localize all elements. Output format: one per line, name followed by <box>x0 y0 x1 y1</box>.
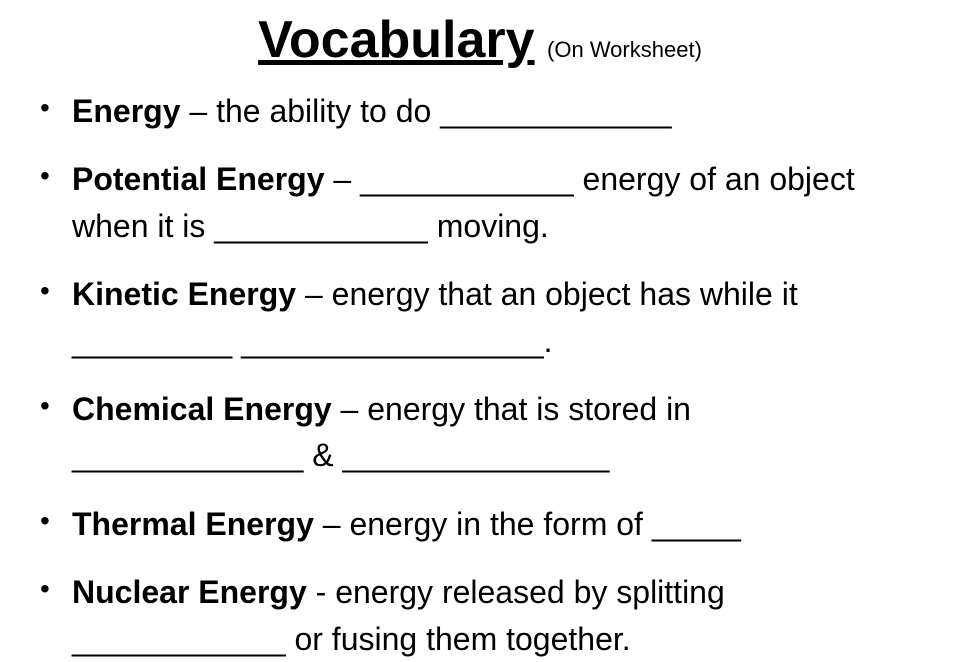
term: Kinetic Energy <box>72 276 296 312</box>
term: Energy <box>72 93 180 129</box>
page-subtitle: (On Worksheet) <box>547 37 702 62</box>
list-item: Potential Energy – ____________ energy o… <box>66 156 930 249</box>
definition: – energy in the form of _____ <box>314 506 741 542</box>
definition: – the ability to do _____________ <box>180 93 671 129</box>
term: Potential Energy <box>72 161 325 197</box>
term: Chemical Energy <box>72 391 332 427</box>
vocab-list: Energy – the ability to do _____________… <box>30 88 930 662</box>
term: Nuclear Energy <box>72 574 307 610</box>
list-item: Energy – the ability to do _____________ <box>66 88 930 134</box>
list-item: Nuclear Energy - energy released by spli… <box>66 569 930 662</box>
list-item: Kinetic Energy – energy that an object h… <box>66 271 930 364</box>
term: Thermal Energy <box>72 506 314 542</box>
title-row: Vocabulary (On Worksheet) <box>30 10 930 70</box>
list-item: Thermal Energy – energy in the form of _… <box>66 501 930 547</box>
page-title: Vocabulary <box>258 11 534 69</box>
list-item: Chemical Energy – energy that is stored … <box>66 386 930 479</box>
